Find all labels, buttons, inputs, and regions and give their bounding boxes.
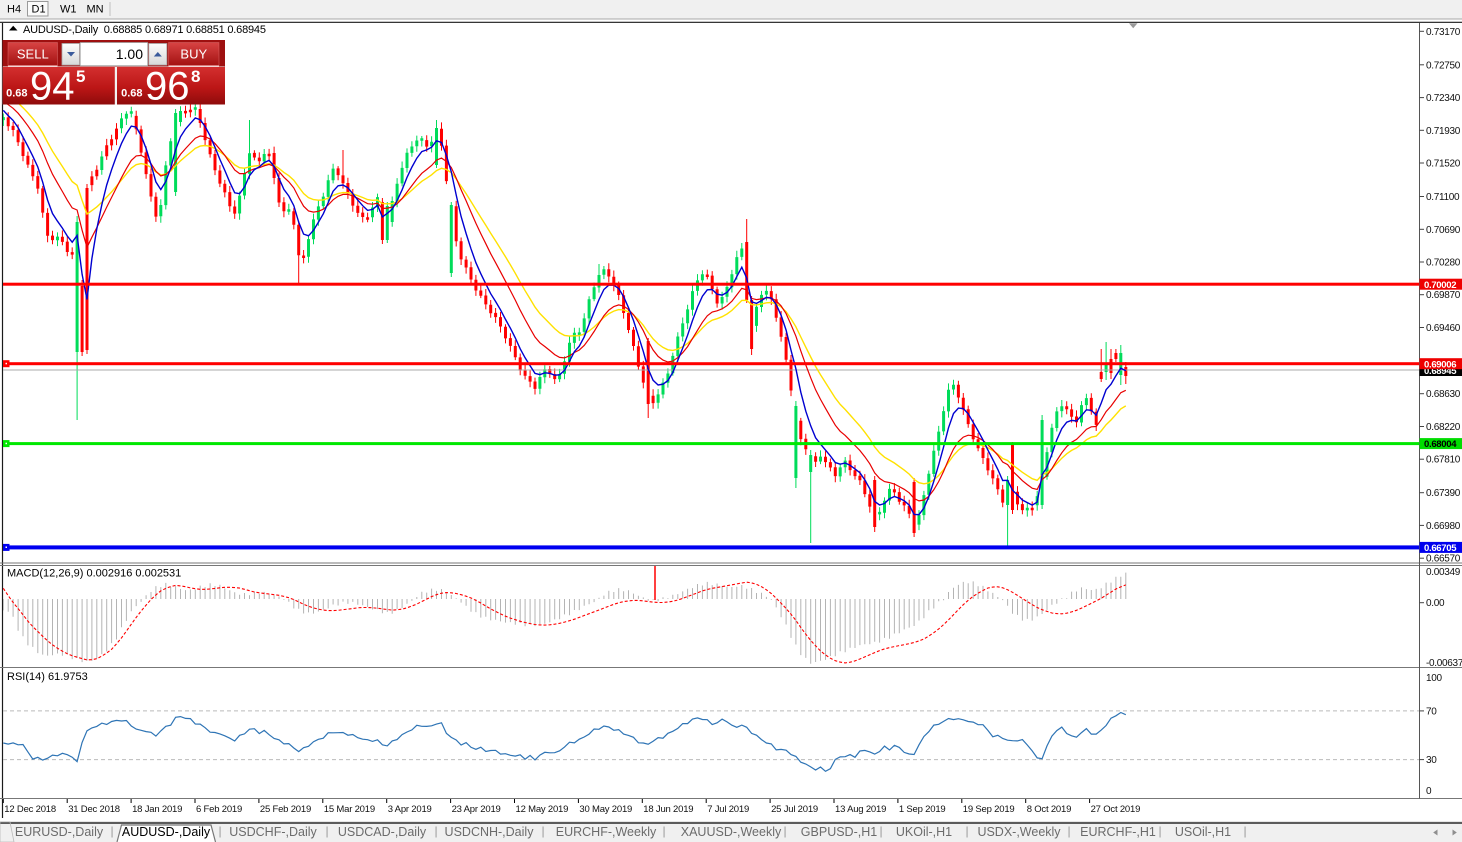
svg-text:0.70280: 0.70280 [1426, 258, 1461, 269]
svg-text:18 Jun 2019: 18 Jun 2019 [643, 804, 693, 815]
svg-text:|: | [218, 824, 221, 838]
svg-text:UKOil-,H1: UKOil-,H1 [896, 825, 952, 839]
svg-text:GBPUSD-,H1: GBPUSD-,H1 [801, 825, 877, 839]
svg-text:USDCAD-,Daily: USDCAD-,Daily [338, 825, 427, 839]
svg-text:|: | [434, 824, 437, 838]
svg-text:0.71930: 0.71930 [1426, 126, 1461, 137]
svg-text:94: 94 [30, 65, 75, 109]
svg-text:25 Jul 2019: 25 Jul 2019 [771, 804, 818, 815]
svg-text:|: | [325, 824, 328, 838]
svg-text:0: 0 [1426, 786, 1432, 797]
svg-text:7 Jul 2019: 7 Jul 2019 [707, 804, 749, 815]
svg-text:|: | [1067, 824, 1070, 838]
svg-text:0.71100: 0.71100 [1426, 192, 1460, 203]
svg-text:6 Feb 2019: 6 Feb 2019 [196, 804, 242, 815]
svg-text:USOil-,H1: USOil-,H1 [1175, 825, 1231, 839]
svg-text:0.00: 0.00 [1426, 598, 1445, 609]
svg-text:USDCNH-,Daily: USDCNH-,Daily [445, 825, 535, 839]
svg-text:-0.00637: -0.00637 [1426, 658, 1462, 669]
svg-text:8 Oct 2019: 8 Oct 2019 [1027, 804, 1071, 815]
svg-text:0.68: 0.68 [6, 88, 27, 100]
svg-text:23 Apr 2019: 23 Apr 2019 [452, 804, 501, 815]
svg-text:|: | [662, 824, 665, 838]
svg-text:0.67810: 0.67810 [1426, 455, 1461, 466]
svg-text:12 Dec 2018: 12 Dec 2018 [4, 804, 56, 815]
svg-text:25 Feb 2019: 25 Feb 2019 [260, 804, 311, 815]
svg-text:USDCHF-,Daily: USDCHF-,Daily [229, 825, 317, 839]
svg-text:27 Oct 2019: 27 Oct 2019 [1091, 804, 1141, 815]
svg-text:30 May 2019: 30 May 2019 [579, 804, 632, 815]
svg-text:3 Apr 2019: 3 Apr 2019 [388, 804, 432, 815]
svg-text:SELL: SELL [17, 47, 49, 62]
svg-text:0.70690: 0.70690 [1426, 225, 1461, 236]
svg-text:|: | [541, 824, 544, 838]
svg-text:1 Sep 2019: 1 Sep 2019 [899, 804, 946, 815]
svg-text:0.69006: 0.69006 [1424, 359, 1456, 370]
svg-text:31 Dec 2018: 31 Dec 2018 [68, 804, 120, 815]
svg-text:0.69460: 0.69460 [1426, 323, 1461, 334]
svg-text:EURCHF-,Weekly: EURCHF-,Weekly [556, 825, 657, 839]
svg-text:EURUSD-,Daily: EURUSD-,Daily [15, 825, 104, 839]
svg-text:8: 8 [191, 67, 200, 86]
svg-text:0.72750: 0.72750 [1426, 60, 1461, 71]
svg-text:|: | [783, 824, 786, 838]
svg-text:0.68: 0.68 [121, 88, 142, 100]
svg-text:0.72340: 0.72340 [1426, 93, 1461, 104]
svg-text:0.66980: 0.66980 [1426, 521, 1461, 532]
svg-text:5: 5 [76, 67, 85, 86]
svg-text:0.00349: 0.00349 [1426, 567, 1461, 578]
svg-text:|: | [1243, 824, 1246, 838]
svg-text:100: 100 [1426, 673, 1443, 684]
svg-text:|: | [965, 824, 968, 838]
svg-text:0.70002: 0.70002 [1424, 280, 1456, 291]
svg-text:0.66570: 0.66570 [1426, 554, 1461, 565]
svg-text:13 Aug 2019: 13 Aug 2019 [835, 804, 886, 815]
svg-text:USDX-,Weekly: USDX-,Weekly [977, 825, 1061, 839]
svg-text:|: | [879, 824, 882, 838]
svg-text:H4: H4 [7, 4, 21, 16]
svg-text:30: 30 [1426, 755, 1437, 766]
svg-text:EURCHF-,H1: EURCHF-,H1 [1080, 825, 1156, 839]
svg-text:15 Mar 2019: 15 Mar 2019 [324, 804, 375, 815]
svg-text:0.69870: 0.69870 [1426, 290, 1461, 301]
svg-text:96: 96 [145, 65, 190, 109]
svg-text:BUY: BUY [180, 47, 207, 62]
svg-text:0.68945: 0.68945 [1424, 366, 1457, 377]
svg-text:0.66705: 0.66705 [1424, 543, 1457, 554]
svg-text:|: | [1158, 824, 1161, 838]
svg-text:12 May 2019: 12 May 2019 [516, 804, 569, 815]
svg-text:AUDUSD-,Daily: AUDUSD-,Daily [122, 825, 211, 839]
svg-text:MACD(12,26,9) 0.002916 0.00253: MACD(12,26,9) 0.002916 0.002531 [7, 568, 181, 580]
svg-text:D1: D1 [32, 4, 46, 16]
svg-text:18 Jan 2019: 18 Jan 2019 [132, 804, 182, 815]
svg-text:W1: W1 [60, 4, 77, 16]
svg-text:1.00: 1.00 [116, 46, 143, 62]
svg-text:MN: MN [87, 4, 104, 16]
svg-text:0.68630: 0.68630 [1426, 389, 1461, 400]
svg-text:0.71520: 0.71520 [1426, 159, 1461, 170]
svg-text:0.68220: 0.68220 [1426, 422, 1461, 433]
svg-text:0.67390: 0.67390 [1426, 488, 1461, 499]
svg-text:|: | [110, 824, 113, 838]
svg-text:0.68004: 0.68004 [1424, 439, 1457, 450]
svg-text:0.73170: 0.73170 [1426, 27, 1461, 38]
svg-text:70: 70 [1426, 706, 1437, 717]
svg-text:RSI(14) 61.9753: RSI(14) 61.9753 [7, 671, 88, 683]
svg-text:19 Sep 2019: 19 Sep 2019 [963, 804, 1015, 815]
svg-text:AUDUSD-,Daily 0.68885 0.68971: AUDUSD-,Daily 0.68885 0.68971 0.68851 0.… [23, 24, 266, 36]
svg-text:XAUUSD-,Weekly: XAUUSD-,Weekly [681, 825, 782, 839]
